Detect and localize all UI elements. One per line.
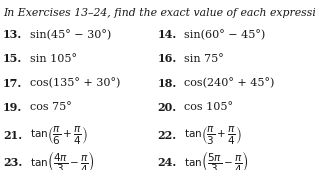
Text: cos 105°: cos 105° [184, 102, 233, 112]
Text: 20.: 20. [158, 102, 177, 113]
Text: 17.: 17. [3, 78, 22, 89]
Text: 23.: 23. [3, 157, 22, 168]
Text: 18.: 18. [158, 78, 177, 89]
Text: In Exercises 13–24, find the exact value of each expression.: In Exercises 13–24, find the exact value… [3, 8, 315, 18]
Text: 19.: 19. [3, 102, 22, 113]
Text: cos(135° + 30°): cos(135° + 30°) [30, 78, 120, 89]
Text: 21.: 21. [3, 130, 22, 141]
Text: sin 75°: sin 75° [184, 54, 224, 64]
Text: 22.: 22. [158, 130, 177, 141]
Text: sin(45° − 30°): sin(45° − 30°) [30, 30, 111, 40]
Text: sin(60° − 45°): sin(60° − 45°) [184, 30, 266, 40]
Text: 24.: 24. [158, 157, 177, 168]
Text: sin 105°: sin 105° [30, 54, 77, 64]
Text: cos(240° + 45°): cos(240° + 45°) [184, 78, 275, 89]
Text: $\tan\!\left(\dfrac{4\pi}{3}-\dfrac{\pi}{4}\right)$: $\tan\!\left(\dfrac{4\pi}{3}-\dfrac{\pi}… [30, 149, 95, 170]
Text: 15.: 15. [3, 53, 22, 64]
Text: 14.: 14. [158, 29, 177, 40]
Text: $\tan\!\left(\dfrac{\pi}{6}+\dfrac{\pi}{4}\right)$: $\tan\!\left(\dfrac{\pi}{6}+\dfrac{\pi}{… [30, 124, 88, 146]
Text: cos 75°: cos 75° [30, 102, 72, 112]
Text: $\tan\!\left(\dfrac{5\pi}{3}-\dfrac{\pi}{4}\right)$: $\tan\!\left(\dfrac{5\pi}{3}-\dfrac{\pi}… [184, 149, 249, 170]
Text: 16.: 16. [158, 53, 177, 64]
Text: 13.: 13. [3, 29, 22, 40]
Text: $\tan\!\left(\dfrac{\pi}{3}+\dfrac{\pi}{4}\right)$: $\tan\!\left(\dfrac{\pi}{3}+\dfrac{\pi}{… [184, 124, 242, 146]
